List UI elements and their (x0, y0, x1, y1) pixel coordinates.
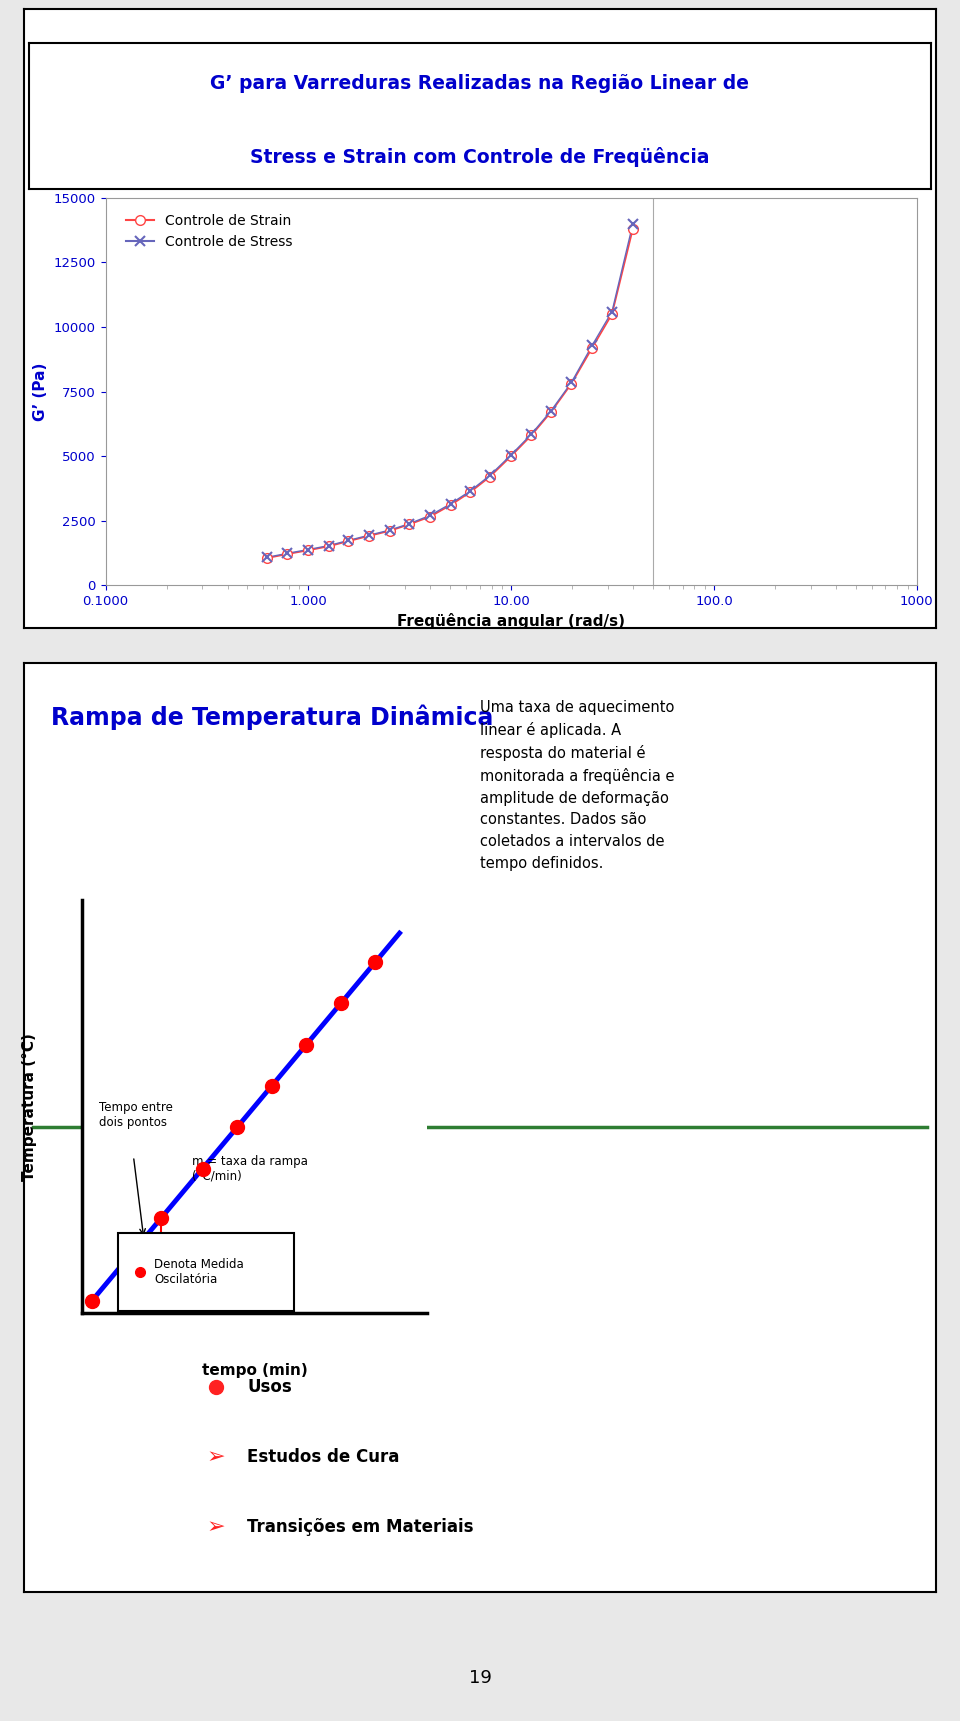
Text: Stress e Strain com Controle de Freqüência: Stress e Strain com Controle de Freqüênc… (251, 146, 709, 167)
Text: ➢: ➢ (206, 1447, 225, 1468)
Text: Usos: Usos (248, 1379, 292, 1396)
X-axis label: Freqüência angular (rad/s): Freqüência angular (rad/s) (397, 613, 625, 630)
Y-axis label: G’ (Pa): G’ (Pa) (33, 363, 48, 420)
Text: tempo (min): tempo (min) (202, 1363, 307, 1379)
Text: Estudos de Cura: Estudos de Cura (248, 1447, 399, 1466)
Text: G’ para Varreduras Realizadas na Região Linear de: G’ para Varreduras Realizadas na Região … (210, 74, 750, 93)
Legend: Controle de Strain, Controle de Stress: Controle de Strain, Controle de Stress (121, 208, 299, 255)
Text: Uma taxa de aquecimento
linear é aplicada. A
resposta do material é
monitorada a: Uma taxa de aquecimento linear é aplicad… (480, 700, 675, 871)
Text: Rampa de Temperatura Dinâmica: Rampa de Temperatura Dinâmica (52, 704, 493, 730)
Text: 19: 19 (468, 1669, 492, 1687)
Text: Temperatura (°C): Temperatura (°C) (22, 1033, 37, 1181)
Text: m = taxa da rampa
(°C/min): m = taxa da rampa (°C/min) (192, 1155, 308, 1182)
FancyBboxPatch shape (118, 1232, 294, 1311)
Text: Transições em Materiais: Transições em Materiais (248, 1518, 474, 1535)
Text: ➢: ➢ (206, 1516, 225, 1537)
Text: Tempo entre
dois pontos: Tempo entre dois pontos (99, 1101, 173, 1129)
Text: Denota Medida
Oscilatória: Denota Medida Oscilatória (155, 1258, 244, 1286)
